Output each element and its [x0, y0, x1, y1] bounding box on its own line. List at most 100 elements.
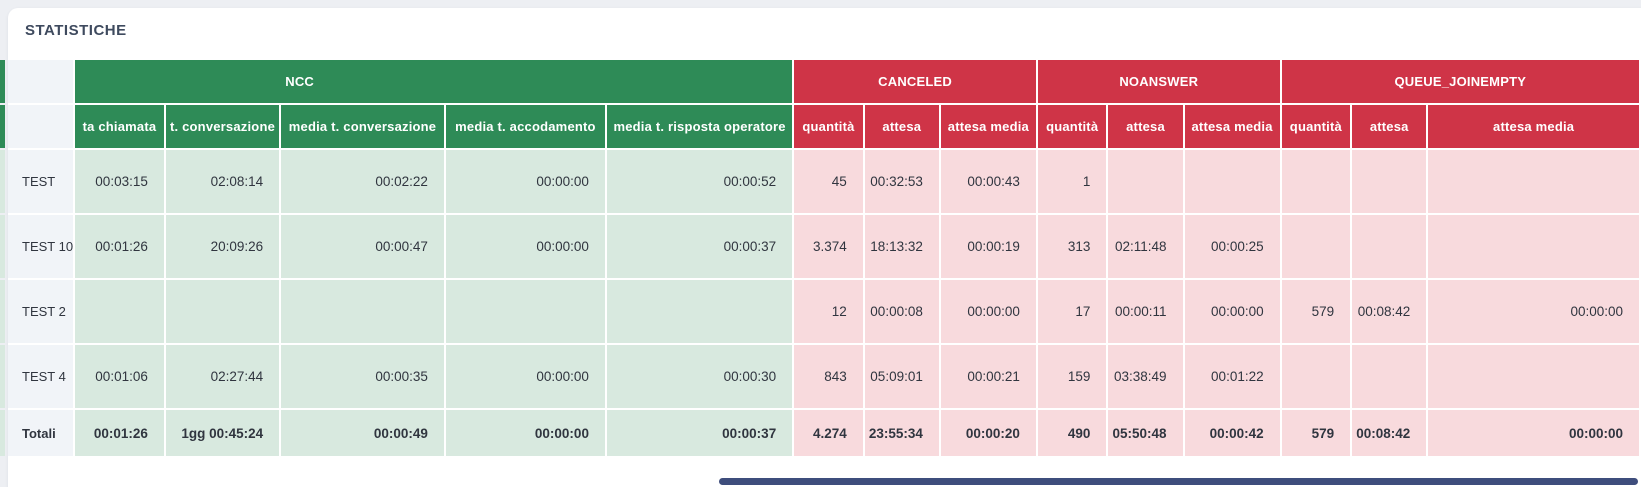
table-cell: 00:00:37: [606, 215, 795, 280]
table-cell: 00:00:00: [1428, 410, 1641, 458]
table-cell: [1281, 215, 1353, 280]
table-cell: 17: [1037, 280, 1109, 345]
table-cell: 02:08:14: [165, 150, 282, 215]
column-header: attesa media: [940, 105, 1038, 150]
table-cell: [1108, 150, 1185, 215]
table-cell: 490: [1037, 410, 1109, 458]
table-cell: [1184, 150, 1282, 215]
sliver-segment: [0, 60, 5, 103]
corner-cell: [8, 105, 76, 150]
table-cell: [1352, 345, 1429, 410]
corner-cell: [8, 60, 76, 105]
table-row: TEST 4 00:01:06 02:27:44 00:00:35 00:00:00 00…: [8, 345, 1641, 410]
table-cell: [1428, 345, 1641, 410]
row-label: TEST: [8, 150, 76, 215]
column-header: attesa: [1352, 105, 1429, 150]
table-cell: 00:08:42: [1352, 280, 1429, 345]
table-cell: 00:01:22: [1184, 345, 1282, 410]
column-header: t. conversazione: [165, 105, 282, 150]
column-header: media t. risposta operatore: [606, 105, 795, 150]
group-header-queue_joinempty: QUEUE_JOINEMPTY: [1281, 60, 1641, 105]
table-row: Totali 00:01:26 1gg 00:45:24 00:00:49 00:00:…: [8, 410, 1641, 458]
table-cell: 05:09:01: [864, 345, 941, 410]
table-cell: 03:38:49: [1108, 345, 1185, 410]
table-cell: 00:02:22: [281, 150, 446, 215]
table-cell: 23:55:34: [864, 410, 941, 458]
table-cell: [1428, 215, 1641, 280]
sliver-segment: [0, 345, 5, 408]
table-cell: 1: [1037, 150, 1109, 215]
table-cell: [445, 280, 607, 345]
column-header: media t. conversazione: [281, 105, 446, 150]
group-header-label: NCC: [285, 74, 315, 89]
table-cell: 579: [1281, 280, 1353, 345]
table-cell: [606, 280, 795, 345]
table-cell: 00:00:20: [940, 410, 1038, 458]
table-cell: 00:00:47: [281, 215, 446, 280]
table-cell: 313: [1037, 215, 1109, 280]
table-cell: 00:00:30: [606, 345, 795, 410]
table-cell: 02:11:48: [1108, 215, 1185, 280]
table-cell: 00:00:00: [1428, 280, 1641, 345]
table-cell: 18:13:32: [864, 215, 941, 280]
column-header: quantità: [1037, 105, 1109, 150]
table-cell: 00:00:42: [1184, 410, 1282, 458]
column-header: attesa media: [1428, 105, 1641, 150]
table-cell: 159: [1037, 345, 1109, 410]
table-row: TEST 00:03:15 02:08:14 00:02:22 00:00:00 00:0…: [8, 150, 1641, 215]
table-cell: [1352, 215, 1429, 280]
table-cell: 3.374: [794, 215, 865, 280]
sliver-segment: [0, 215, 5, 278]
table-cell: 00:00:00: [940, 280, 1038, 345]
group-header-label: CANCELED: [878, 74, 952, 89]
scrolled-column-sliver: [0, 60, 5, 458]
table-cell: 00:00:00: [445, 345, 607, 410]
table-cell: [75, 280, 166, 345]
sliver-segment: [0, 150, 5, 213]
sliver-segment: [0, 280, 5, 343]
table-cell: 00:08:42: [1352, 410, 1429, 458]
column-header: ta chiamata: [75, 105, 166, 150]
sliver-segment: [0, 410, 5, 456]
group-header-ncc: NCC: [75, 60, 795, 105]
table-cell: 00:00:19: [940, 215, 1038, 280]
table-cell: 00:03:15: [75, 150, 166, 215]
group-header-label: QUEUE_JOINEMPTY: [1394, 74, 1527, 89]
table-cell: 4.274: [794, 410, 865, 458]
column-header: attesa media: [1184, 105, 1282, 150]
page-title: STATISTICHE: [25, 22, 127, 39]
table-cell: 00:00:08: [864, 280, 941, 345]
table-cell: 00:00:43: [940, 150, 1038, 215]
table-cell: 00:32:53: [864, 150, 941, 215]
table-cell: [1352, 150, 1429, 215]
column-header: attesa: [864, 105, 941, 150]
table-cell: [165, 280, 282, 345]
column-header: media t. accodamento: [445, 105, 607, 150]
table-cell: 00:00:11: [1108, 280, 1185, 345]
table-row: TEST 10 00:01:26 20:09:26 00:00:47 00:00:00 0…: [8, 215, 1641, 280]
table-cell: 00:00:49: [281, 410, 446, 458]
table-cell: 00:00:37: [606, 410, 795, 458]
table-cell: 00:00:25: [1184, 215, 1282, 280]
table-cell: 00:00:52: [606, 150, 795, 215]
row-label: TEST 10: [8, 215, 76, 280]
table-cell: 05:50:48: [1108, 410, 1185, 458]
table-cell: 00:00:00: [445, 150, 607, 215]
table-row: TEST 2 12 00:00:08 00:00:00 17 00:00:11 00:00:…: [8, 280, 1641, 345]
table-cell: 00:01:06: [75, 345, 166, 410]
column-header: quantità: [1281, 105, 1353, 150]
group-header-noanswer: NOANSWER: [1037, 60, 1282, 105]
table-cell: [281, 280, 446, 345]
table-cell: 579: [1281, 410, 1353, 458]
table-cell: [1428, 150, 1641, 215]
table-cell: 00:00:00: [445, 410, 607, 458]
table-cell: 00:00:21: [940, 345, 1038, 410]
column-header: quantità: [794, 105, 865, 150]
table-cell: 02:27:44: [165, 345, 282, 410]
horizontal-scrollbar-thumb[interactable]: [719, 478, 1638, 485]
table-cell: 00:00:35: [281, 345, 446, 410]
column-header: attesa: [1108, 105, 1185, 150]
table-cell: 00:00:00: [445, 215, 607, 280]
